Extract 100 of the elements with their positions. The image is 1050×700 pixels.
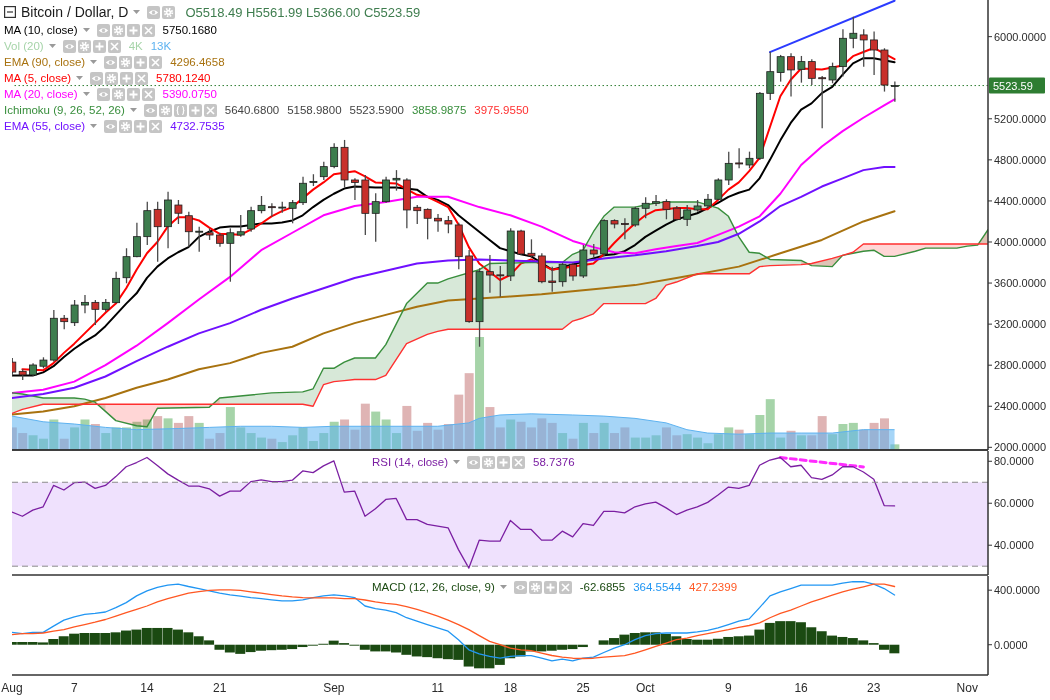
candlestick — [299, 176, 307, 206]
candlestick — [548, 266, 557, 293]
annotation: 4296.4658 — [170, 56, 225, 68]
candlestick — [434, 213, 442, 233]
y-tick-label: 3200.0000 — [994, 318, 1046, 331]
bar — [558, 433, 568, 450]
candlestick — [631, 206, 640, 228]
x-tick-label: 11 — [431, 680, 445, 695]
x-tick-label: Sep — [323, 680, 345, 695]
bar — [194, 422, 204, 450]
line-series — [12, 243, 988, 415]
x-tick-label: 23 — [867, 680, 881, 695]
candlestick — [133, 222, 141, 258]
candlestick — [849, 15, 858, 49]
bar — [651, 435, 661, 450]
y-tick-label: 3600.0000 — [994, 276, 1046, 289]
x-tick-label: 21 — [212, 680, 227, 695]
x-tick-label: Aug — [1, 680, 23, 695]
candlestick — [413, 204, 422, 225]
candlestick — [797, 55, 806, 84]
candlestick — [267, 202, 276, 218]
y-tick-label: 60.0000 — [994, 497, 1034, 510]
ref-line-label: 5523.59 — [993, 79, 1033, 92]
text: MACD (12, 26, close, 9) — [372, 581, 495, 593]
candlestick — [371, 192, 380, 243]
bar — [599, 422, 609, 450]
candlestick — [226, 227, 235, 283]
candlestick — [818, 75, 827, 129]
y-tick-label: 6000.0000 — [994, 30, 1046, 43]
candlestick — [787, 52, 795, 98]
x-tick-label: 18 — [503, 680, 518, 695]
y-tick-label: 5200.0000 — [994, 112, 1046, 125]
bar — [101, 433, 111, 450]
candlestick — [319, 161, 328, 181]
bar — [464, 373, 474, 450]
candlestick — [890, 80, 899, 103]
text: Ichimoku (9, 26, 52, 26) — [4, 104, 125, 116]
y-tick-label: 4400.0000 — [994, 194, 1046, 207]
annotation: 5640.6800 5158.9800 5523.5900 3858.9875 3975.9550 — [224, 104, 529, 116]
candlestick — [621, 217, 629, 240]
bar — [153, 416, 163, 450]
annotation: -62.6855 364.5544 427.2399 — [579, 581, 738, 593]
y-tick-label: 4800.0000 — [994, 153, 1046, 166]
y-tick-label: 4000.0000 — [994, 235, 1046, 248]
y-tick-label: 40.0000 — [994, 539, 1034, 552]
candlestick — [859, 28, 868, 68]
bar — [485, 407, 495, 450]
bar — [848, 422, 858, 450]
y-tick-label: 2800.0000 — [994, 359, 1046, 372]
bar — [360, 403, 370, 450]
candlestick — [153, 200, 162, 263]
candlestick — [330, 142, 339, 169]
candlestick — [776, 54, 785, 83]
bar — [547, 422, 557, 450]
candlestick — [870, 30, 878, 76]
bar — [817, 416, 827, 450]
x-tick-label: 7 — [70, 680, 78, 695]
candlestick — [683, 204, 692, 227]
candlestick — [558, 262, 567, 288]
candlestick — [486, 254, 494, 294]
text: MA (20, close) — [4, 88, 78, 100]
x-tick-label: 9 — [725, 680, 733, 695]
bar — [589, 433, 599, 450]
candlestick — [652, 194, 660, 207]
y-tick-label: 2400.0000 — [994, 400, 1046, 413]
bar — [329, 421, 339, 450]
bar — [495, 427, 505, 450]
text: EMA (90, close) — [4, 56, 86, 68]
chart-subtitle: O5518.49 H5561.99 L5366.00 C5523.59 — [185, 4, 421, 20]
text: EMA (55, close) — [4, 120, 86, 132]
candlestick — [351, 177, 359, 201]
bar — [475, 337, 485, 450]
annotation: 4732.7535 — [170, 120, 225, 132]
bar — [90, 424, 100, 450]
bar — [506, 419, 516, 450]
bar — [402, 405, 412, 450]
x-tick-label: Oct — [636, 680, 656, 695]
x-tick-label: 25 — [576, 680, 591, 695]
candlestick — [641, 196, 650, 219]
x-tick-label: Nov — [956, 680, 978, 695]
candlestick — [236, 214, 245, 238]
bar — [796, 435, 806, 450]
text: RSI (14, close) — [372, 456, 449, 468]
candlestick — [735, 147, 744, 169]
candlestick — [70, 299, 79, 327]
y-tick-label: 0.0000 — [994, 638, 1028, 651]
candlestick — [828, 61, 837, 84]
candlestick — [496, 265, 505, 298]
bar — [371, 411, 381, 450]
candlestick — [724, 150, 733, 186]
line-series — [12, 456, 896, 569]
text: MA (5, close) — [4, 72, 72, 84]
candlestick — [81, 294, 89, 314]
y-tick-label: 400.0000 — [994, 584, 1040, 597]
candlestick — [184, 211, 193, 248]
candlestick — [662, 198, 671, 220]
candlestick — [423, 207, 432, 240]
x-tick-label: 16 — [794, 680, 809, 695]
annotation: 5780.1240 — [156, 72, 211, 84]
candlestick — [91, 299, 100, 326]
